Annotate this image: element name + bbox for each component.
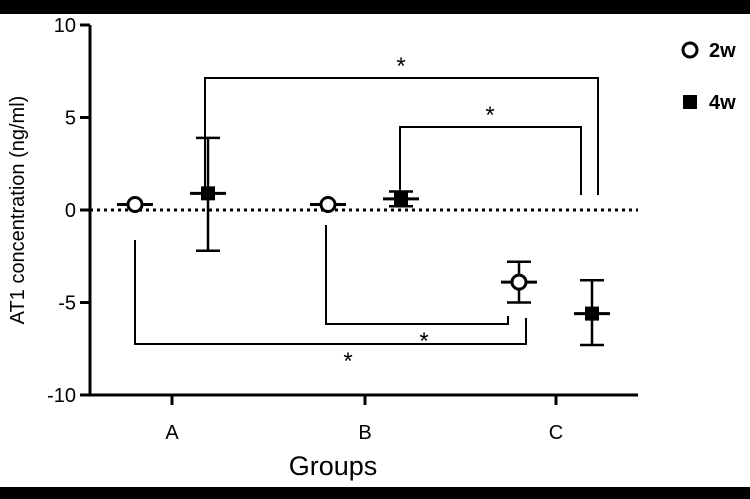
legend: 2w 4w (681, 40, 736, 114)
significance-bracket: * (399, 102, 582, 195)
bracket-line (399, 126, 582, 195)
bracket-line (134, 240, 527, 345)
significance-bracket: * (204, 53, 599, 195)
chart-background (0, 14, 750, 487)
legend-item: 4w (683, 92, 736, 114)
x-axis-title: Groups (289, 451, 378, 481)
significance-star: * (485, 102, 494, 129)
x-tick-label: B (358, 422, 371, 444)
data-point-4w (394, 191, 408, 206)
significance-bracket: * (325, 225, 509, 355)
legend-label: 2w (709, 40, 736, 62)
data-point-2w (126, 195, 144, 213)
legend-item: 2w (681, 40, 736, 62)
y-tick-label: 0 (65, 200, 76, 222)
data-point-group (574, 279, 610, 347)
significance-star: * (396, 53, 405, 80)
data-point-4w (585, 306, 599, 321)
significance-brackets: * * * * (134, 53, 599, 375)
data-point-2w (319, 195, 337, 213)
data-point-group (501, 260, 537, 304)
significance-bracket: * (134, 240, 527, 375)
y-tick-label: -5 (58, 293, 76, 315)
x-tick-label: A (165, 422, 179, 444)
y-tick-label: 5 (65, 108, 76, 130)
data-point-2w (510, 273, 528, 291)
y-axis-title: AT1 concentration (ng/ml) (7, 96, 29, 325)
legend-marker-2w (681, 41, 699, 59)
data-point-group (310, 195, 346, 213)
legend-label: 4w (709, 92, 736, 114)
data-point-4w (201, 186, 215, 201)
y-tick-label: 10 (54, 15, 76, 37)
significance-star: * (343, 348, 352, 375)
data-marks (117, 136, 610, 347)
y-tick-label: -10 (47, 385, 76, 407)
data-point-group (117, 195, 153, 213)
bracket-line (325, 225, 509, 325)
bracket-line (204, 77, 599, 195)
x-tick-label: C (549, 422, 563, 444)
data-point-group (190, 136, 226, 252)
significance-star: * (419, 328, 428, 355)
legend-marker-4w (683, 95, 697, 109)
axes: 10 5 0 -5 -10 A B C (47, 15, 638, 444)
data-point-group (383, 190, 419, 208)
